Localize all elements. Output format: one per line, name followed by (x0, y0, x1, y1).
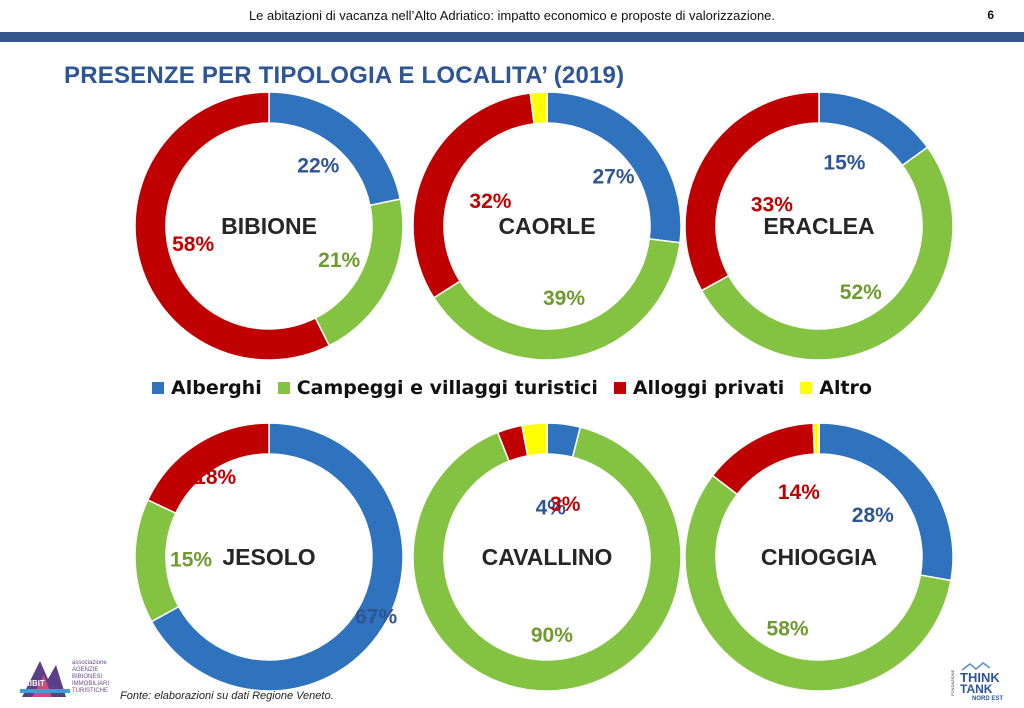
aibit-logo-line: BIBIONESI (72, 674, 102, 680)
aibit-logo-line: AGENZIE (72, 667, 98, 673)
legend-swatch-altro (800, 382, 813, 394)
aibit-logo-mark: AIBIT (24, 679, 45, 688)
slice-bibione-alberghi (268, 91, 402, 207)
slice-eraclea-campeggi-e-villaggi-turistici (700, 146, 954, 361)
slice-cavallino-altro (521, 422, 548, 457)
data-label-cavallino-alloggi-privati: 3% (550, 493, 581, 516)
slice-jesolo-alloggi-privati (146, 422, 270, 515)
page-number: 6 (987, 8, 994, 22)
donut-title-cavallino: CAVALLINO (482, 544, 613, 570)
data-label-jesolo-alloggi-privati: 18% (194, 466, 236, 489)
data-label-bibione-alloggi-privati: 58% (172, 233, 214, 256)
donut-jesolo: 67% 15% 18% JESOLO (134, 422, 404, 692)
data-label-caorle-campeggi-e-villaggi-turistici: 39% (543, 287, 585, 310)
data-label-bibione-campeggi-e-villaggi-turistici: 21% (318, 249, 360, 272)
data-label-bibione-alberghi: 22% (297, 155, 339, 178)
legend-entry-alberghi: Alberghi (152, 377, 262, 399)
data-label-jesolo-campeggi-e-villaggi-turistici: 15% (170, 548, 212, 571)
legend-label-campeggi: Campeggi e villaggi turistici (296, 377, 598, 399)
legend-entry-alloggi: Alloggi privati (613, 377, 785, 399)
data-label-chioggia-alloggi-privati: 14% (778, 481, 820, 504)
donut-chioggia: 28% 58% 14% CHIOGGIA (684, 422, 954, 692)
data-label-chioggia-alberghi: 28% (852, 504, 894, 527)
slide-title: PRESENZE PER TIPOLOGIA E LOCALITA’ (2019… (64, 62, 625, 89)
legend-label-alberghi: Alberghi (171, 377, 262, 399)
legend-entry-altro: Altro (800, 377, 872, 399)
think-tank-logo-line2: TANK (960, 682, 993, 696)
slice-caorle-altro (529, 91, 548, 125)
donut-title-bibione: BIBIONE (221, 213, 317, 239)
legend-entry-campeggi: Campeggi e villaggi turistici (277, 377, 598, 399)
donut-eraclea: 15% 52% 33%ERACLEA (684, 91, 954, 361)
header-bar (0, 32, 1024, 42)
data-label-cavallino-campeggi-e-villaggi-turistici: 90% (531, 624, 573, 647)
data-label-cavallino-alberghi: 4% (536, 497, 567, 520)
slice-bibione-alloggi-privati (134, 91, 331, 361)
donut-caorle: 27% 39% 32%CAORLE (412, 91, 682, 361)
data-label-jesolo-alberghi: 67% (355, 606, 397, 629)
aibit-logo-line: associazione (72, 660, 107, 666)
legend-swatch-alberghi (152, 382, 164, 394)
donut-title-chioggia: CHIOGGIA (761, 544, 877, 570)
aibit-logo-line: IMMOBILIARI (72, 681, 109, 687)
slice-chioggia-altro (812, 422, 820, 455)
source-note: Fonte: elaborazioni su dati Regione Vene… (120, 690, 334, 702)
legend-swatch-alloggi (613, 382, 626, 394)
data-label-caorle-alberghi: 27% (592, 165, 634, 188)
slice-bibione-campeggi-e-villaggi-turistici (314, 198, 404, 347)
slice-chioggia-campeggi-e-villaggi-turistici (684, 474, 952, 692)
donut-title-eraclea: ERACLEA (763, 213, 874, 239)
aibit-logo-line: TURISTICHE (72, 688, 108, 694)
data-label-eraclea-alberghi: 15% (823, 152, 865, 175)
legend-label-alloggi: Alloggi privati (632, 377, 785, 399)
donut-title-caorle: CAORLE (498, 213, 595, 239)
think-tank-logo: FONDAZIONE THINK TANK NORD EST (950, 662, 1003, 702)
header-title: Le abitazioni di vacanza nell’Alto Adria… (248, 8, 776, 23)
data-label-eraclea-alloggi-privati: 33% (751, 193, 793, 216)
think-tank-logo-small: FONDAZIONE (950, 669, 955, 696)
think-tank-logo-line1: THINK (960, 670, 1000, 685)
legend-label-altro: Altro (819, 377, 872, 399)
slice-caorle-campeggi-e-villaggi-turistici (432, 238, 681, 361)
data-label-caorle-alloggi-privati: 32% (469, 190, 511, 213)
slice-jesolo-alberghi (150, 422, 404, 692)
donut-cavallino: 4% 90% 3% CAVALLINO (412, 422, 682, 692)
legend: Alberghi Campeggi e villaggi turistici A… (0, 377, 1024, 399)
slice-cavallino-campeggi-e-villaggi-turistici (412, 426, 682, 692)
legend-swatch-campeggi (277, 382, 290, 394)
data-label-eraclea-campeggi-e-villaggi-turistici: 52% (840, 281, 882, 304)
donut-title-jesolo: JESOLO (222, 544, 315, 570)
data-label-chioggia-campeggi-e-villaggi-turistici: 58% (767, 617, 809, 640)
aibit-logo: AIBIT associazione AGENZIE BIBIONESI IMM… (20, 660, 109, 697)
slice-eraclea-alloggi-privati (684, 91, 820, 292)
donut-bibione: 22% 21% 58% BIBIONE (134, 91, 404, 361)
think-tank-logo-line3: NORD EST (972, 696, 1003, 702)
